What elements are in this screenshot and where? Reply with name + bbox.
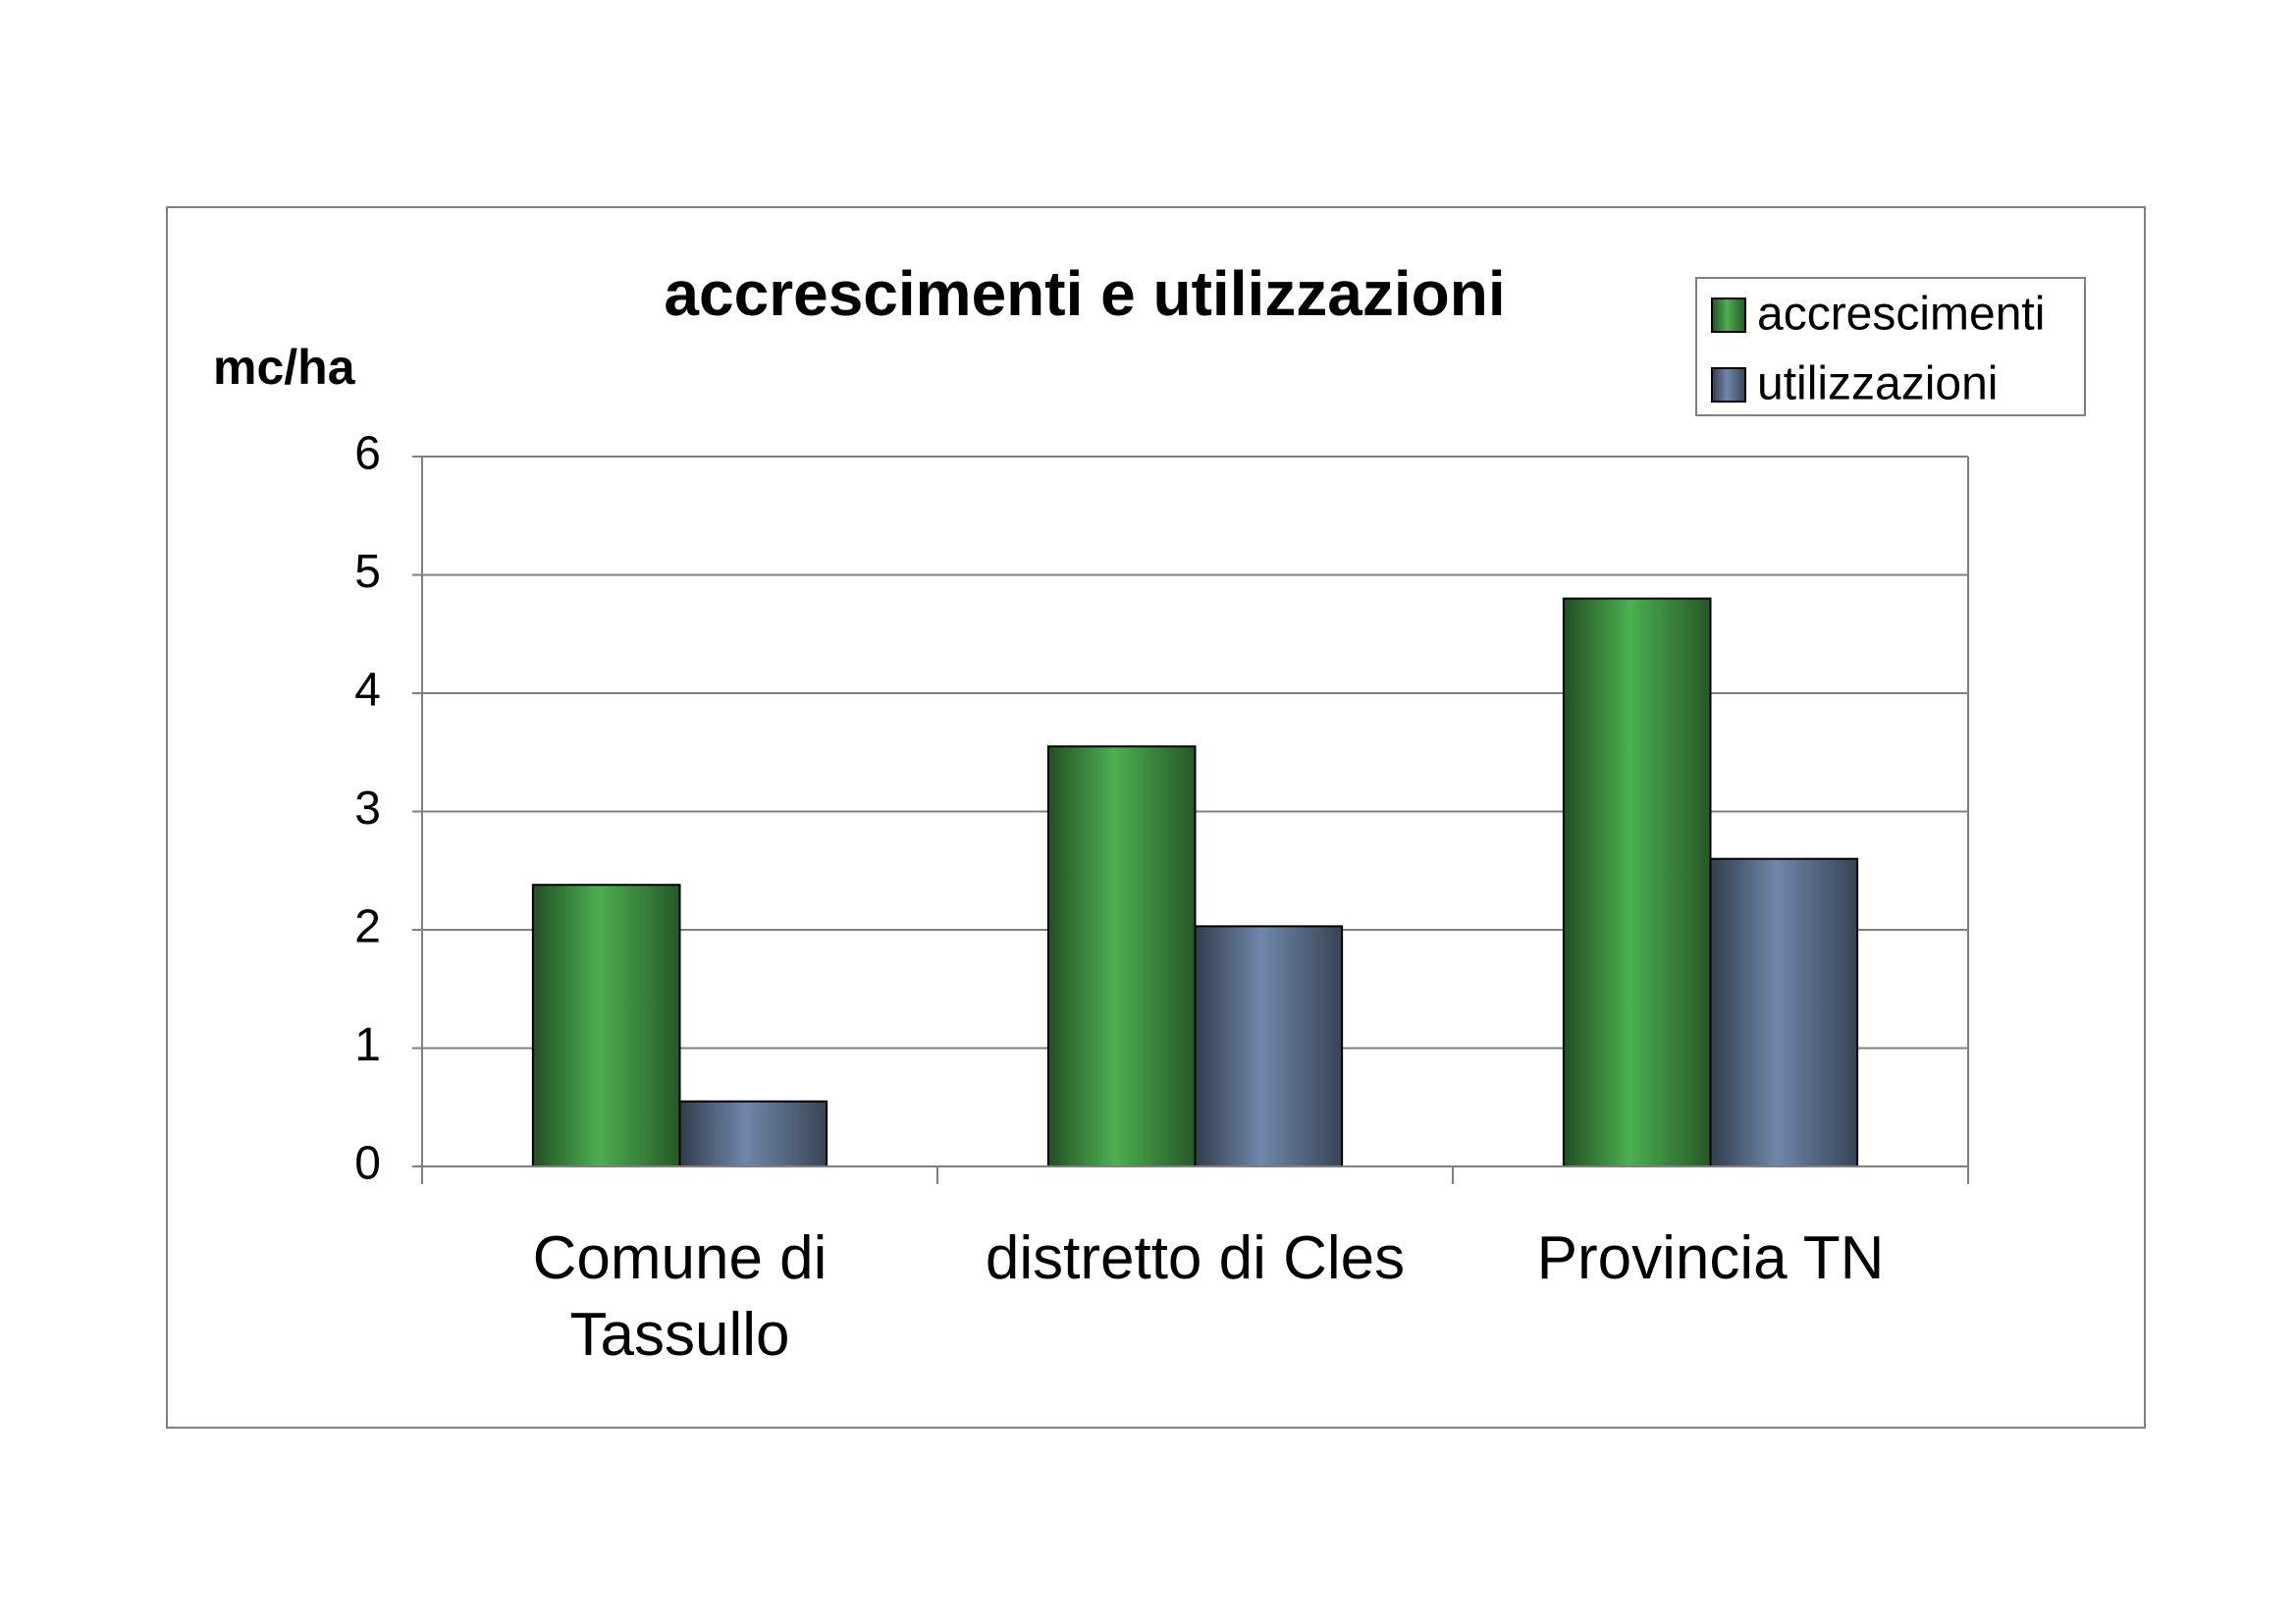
bar: [1562, 597, 1712, 1167]
y-axis-label: mc/ha: [213, 340, 356, 395]
x-tick-label: Provincia TN: [1536, 1224, 1885, 1292]
x-tick-label: Comune di Tassullo: [532, 1224, 828, 1369]
bar: [1709, 857, 1859, 1167]
legend-swatch: [1711, 298, 1746, 333]
legend-swatch: [1711, 367, 1746, 403]
bar: [1194, 925, 1344, 1168]
y-tick-label: 3: [354, 783, 381, 835]
legend-box: [1695, 277, 2086, 416]
legend-label: accrescimenti: [1757, 289, 2045, 341]
y-tick-label: 4: [354, 665, 381, 717]
bar: [531, 884, 681, 1168]
chart-title: accrescimenti e utilizzazioni: [664, 258, 1505, 329]
y-tick-label: 6: [354, 428, 381, 480]
x-tick-label: distretto di Cles: [985, 1224, 1406, 1292]
y-tick-label: 1: [354, 1019, 381, 1071]
y-tick-label: 2: [354, 901, 381, 953]
bar: [678, 1100, 828, 1167]
legend-label: utilizzazioni: [1757, 358, 1998, 410]
y-tick-label: 5: [354, 546, 381, 598]
y-tick-label: 0: [354, 1138, 381, 1190]
bar: [1046, 745, 1197, 1167]
